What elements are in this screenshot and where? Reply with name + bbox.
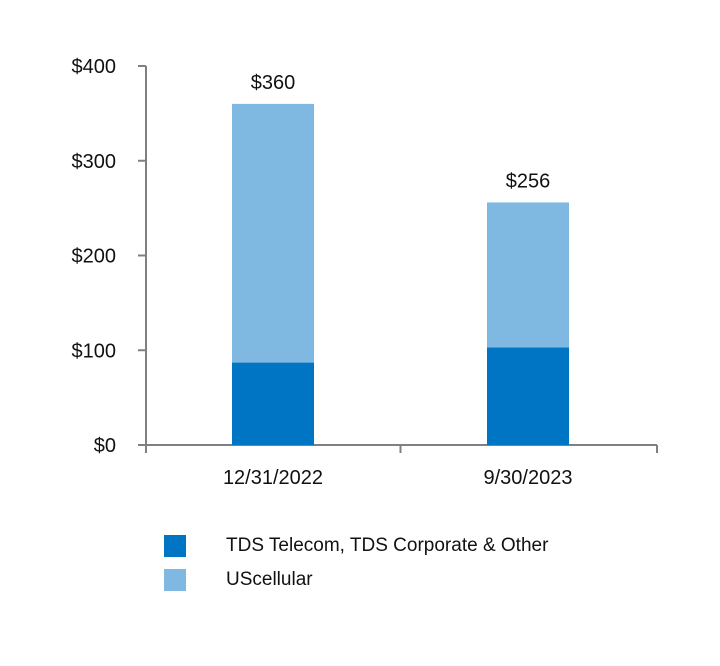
- bar-total-label: $360: [251, 72, 296, 94]
- y-tick-label: $200: [72, 246, 117, 268]
- bar-chart: $0 $100 $200 $300 $400 12/31/2022 9/30/2023 $…: [72, 56, 658, 489]
- legend-item-tds-telecom: TDS Telecom, TDS Corporate & Other: [164, 529, 548, 563]
- legend-swatch-tds-telecom: [164, 535, 186, 557]
- bar-segment-uscellular: [487, 202, 569, 348]
- legend-item-uscellular: UScellular: [164, 563, 548, 597]
- legend-label-uscellular: UScellular: [226, 569, 313, 590]
- y-axis: $0 $100 $200 $300 $400: [72, 56, 147, 457]
- bar-segment-tds-telecom: [232, 362, 314, 445]
- legend-label-tds-telecom: TDS Telecom, TDS Corporate & Other: [226, 535, 549, 556]
- bar-segment-uscellular: [232, 103, 314, 363]
- y-tick-label: $400: [72, 56, 117, 78]
- x-category-label: 9/30/2023: [484, 467, 573, 489]
- bars: [232, 103, 569, 445]
- legend-swatch-uscellular: [164, 569, 186, 591]
- total-labels: $360 $256: [251, 72, 551, 193]
- bar-segment-tds-telecom: [487, 347, 569, 445]
- y-tick-label: $0: [94, 435, 116, 457]
- x-axis: 12/31/2022 9/30/2023: [145, 444, 658, 489]
- x-category-label: 12/31/2022: [223, 467, 323, 489]
- y-tick-label: $300: [72, 151, 117, 173]
- bar-total-label: $256: [506, 170, 551, 192]
- y-tick-label: $100: [72, 340, 117, 362]
- legend: TDS Telecom, TDS Corporate & Other UScel…: [164, 529, 548, 597]
